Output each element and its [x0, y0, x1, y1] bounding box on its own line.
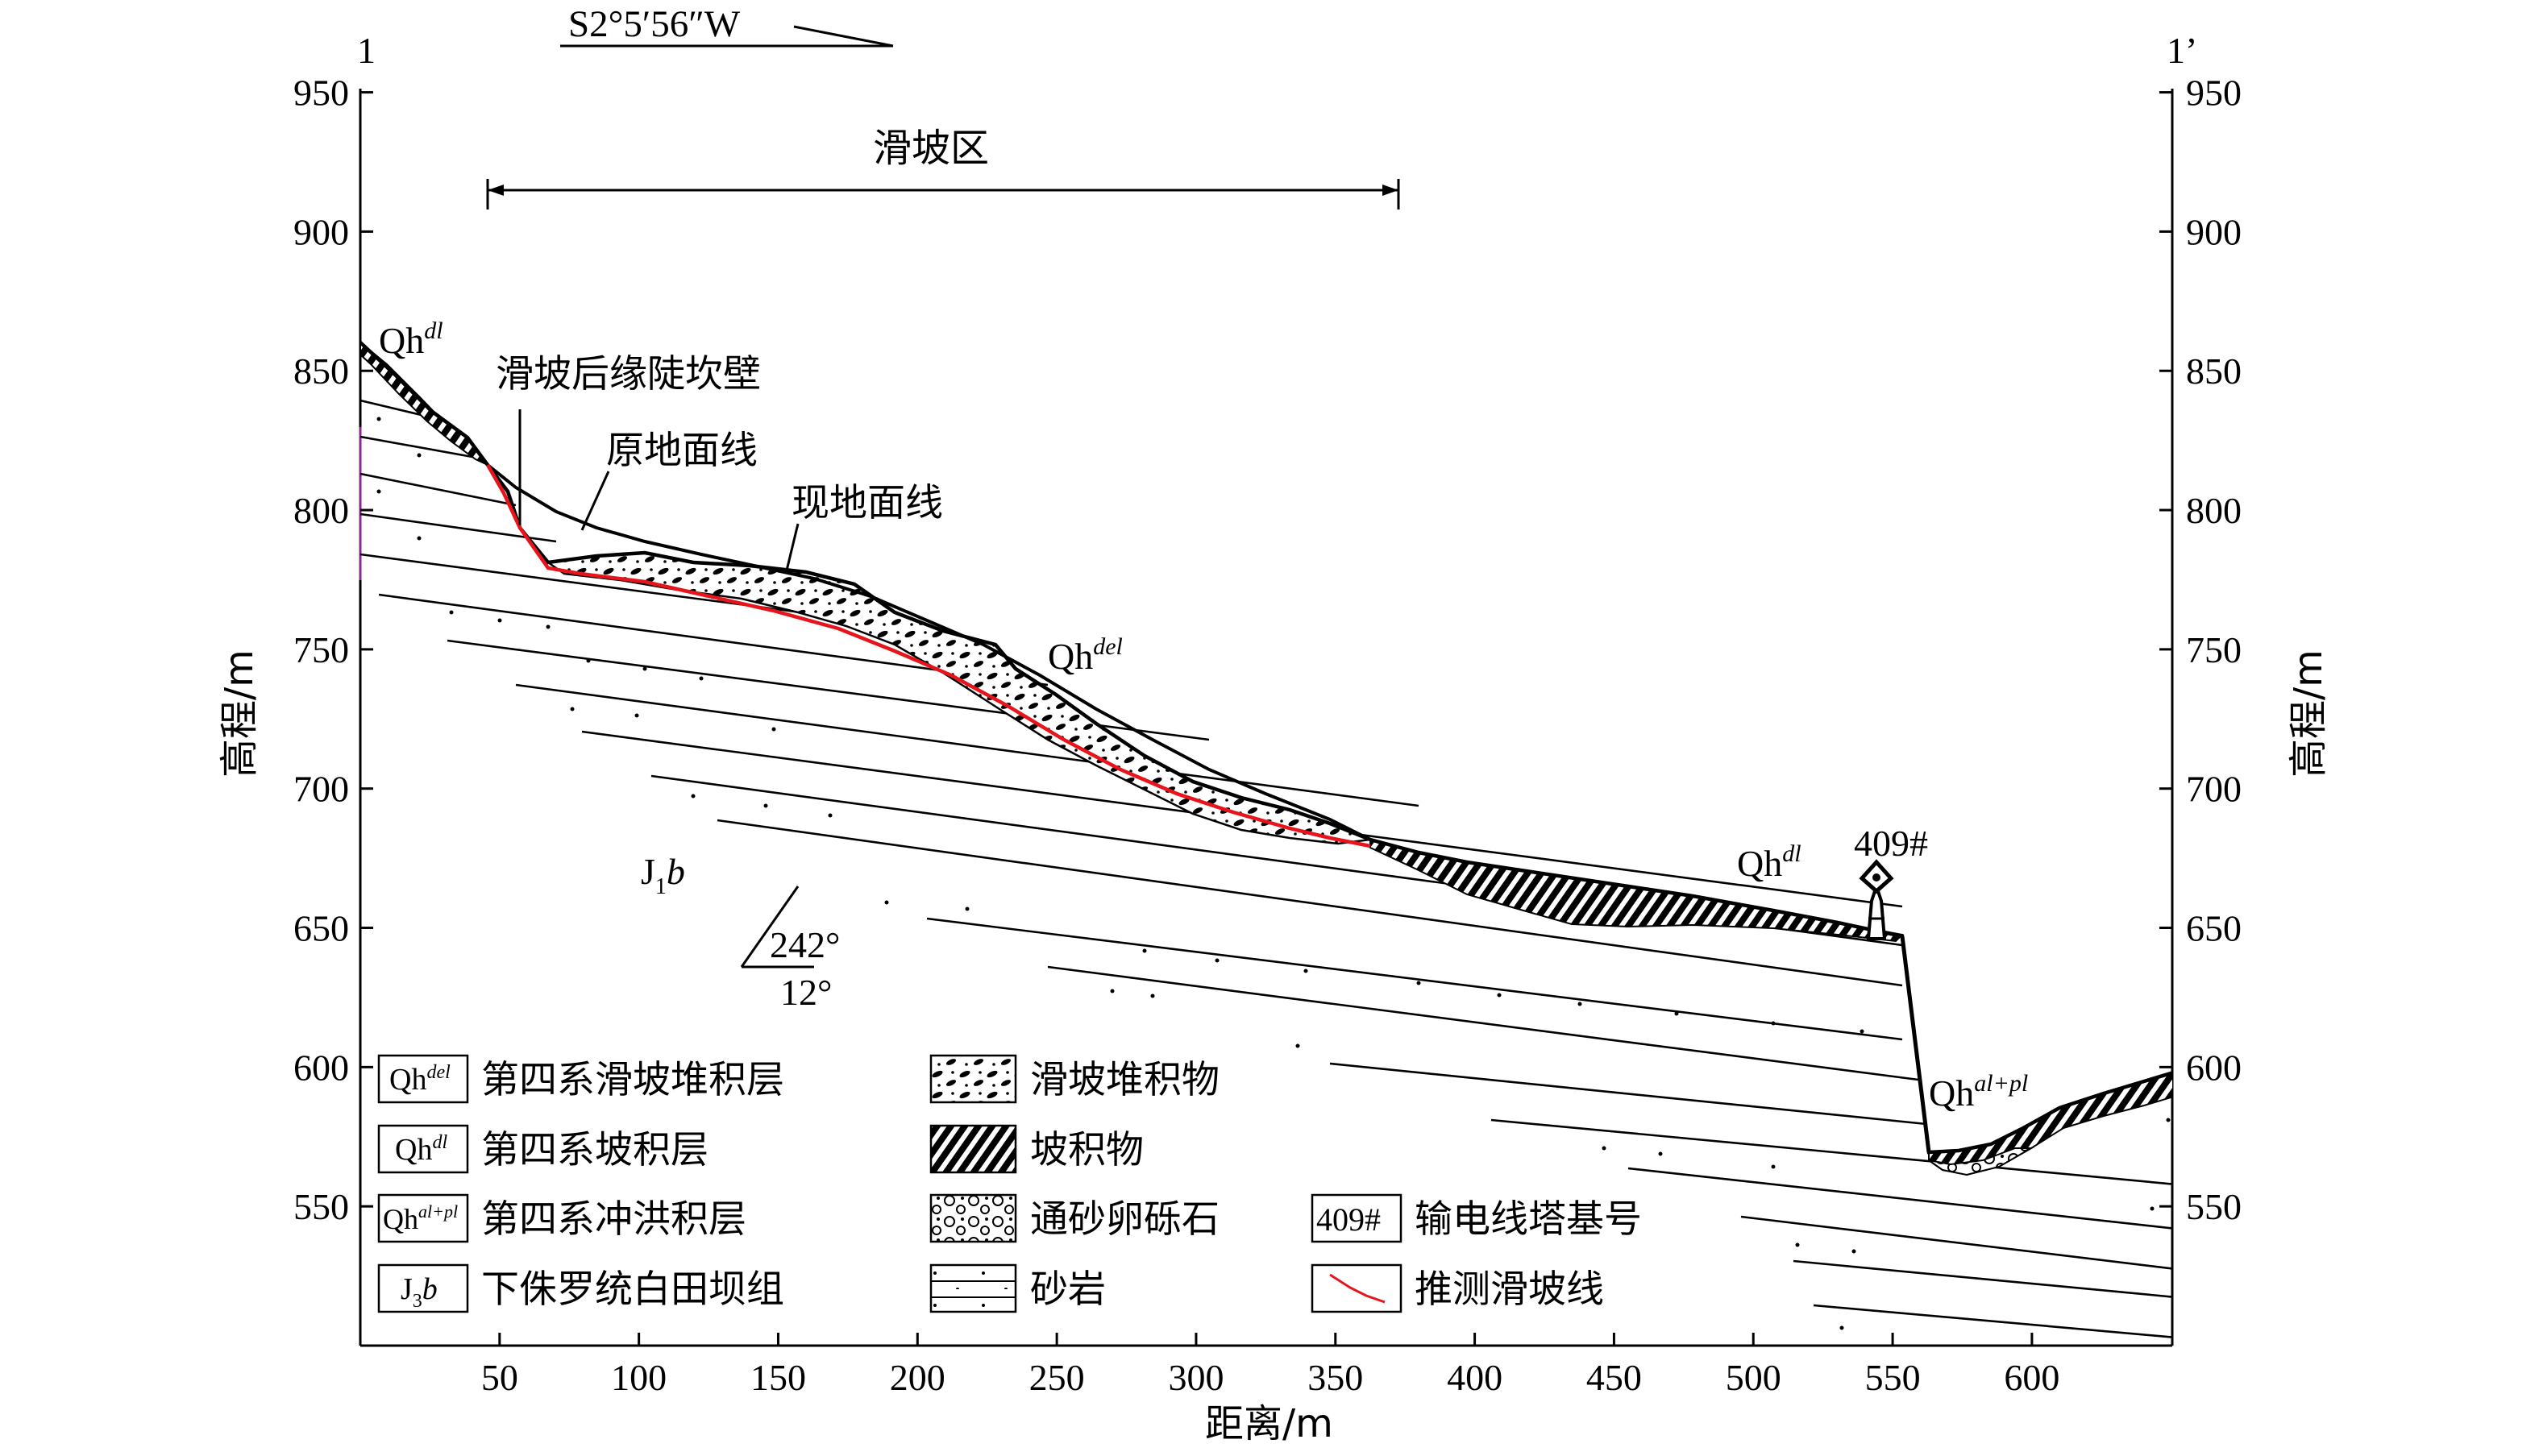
original-ground-line [486, 463, 1371, 841]
legend-label: 第四系滑坡堆积层 [481, 1058, 784, 1102]
svg-text:Qhdel: Qhdel [389, 1062, 451, 1097]
original-ground-pointer [580, 471, 610, 531]
y-tick-label-left: 750 [293, 629, 349, 670]
tower-icon [1859, 859, 1894, 940]
legend-label: 坡积物 [1030, 1128, 1144, 1172]
bearing-indicator: S2°5′56″W [560, 3, 894, 48]
legend-item-slip-line: 推测滑坡线 [1311, 1263, 1604, 1313]
legend-label: 输电线塔基号 [1415, 1197, 1642, 1242]
inferred-slip-line [486, 463, 1371, 848]
qh-del-label: Qhdel [1048, 633, 1123, 677]
legend: Qhdel 第四系滑坡堆积层 Qhdl 第四系坡积层 Qhal+pl 第四系冲洪… [377, 1054, 1642, 1313]
legend-item-qh-dl: Qhdl 第四系坡积层 [377, 1124, 709, 1174]
y-tick-label-left: 600 [293, 1047, 349, 1088]
y-tick-label-left: 800 [293, 490, 349, 531]
section-start-label: 1 [357, 30, 376, 71]
qh-dl-top-label: Qhdl [379, 317, 443, 361]
legend-item-gravel: 通砂卵砾石 [929, 1193, 1220, 1243]
y-tick-label-right: 900 [2186, 211, 2242, 252]
legend-item-landslide-deposit: 滑坡堆积物 [929, 1054, 1220, 1104]
axis-ticks: 50 100 150 200 250 300 350 400 450 500 550 600 950 95… [293, 73, 2242, 1398]
svg-text:Qhdl: Qhdl [395, 1132, 447, 1167]
y-tick-label-left: 700 [293, 769, 349, 810]
slope-deposit-lower [1369, 838, 1905, 943]
y-tick-label-right: 600 [2186, 1047, 2242, 1088]
legend-label: 第四系坡积层 [481, 1128, 709, 1172]
svg-text:J3b: J3b [401, 1272, 438, 1312]
y-tick-label-left: 850 [293, 351, 349, 392]
legend-label: 通砂卵砾石 [1030, 1197, 1220, 1242]
geology-body [359, 340, 2172, 1338]
x-tick-label: 150 [750, 1357, 806, 1398]
legend-label: 滑坡堆积物 [1030, 1058, 1220, 1102]
y-tick-label-left: 900 [293, 211, 349, 252]
x-tick-label: 300 [1168, 1357, 1224, 1398]
x-tick-label: 200 [890, 1357, 945, 1398]
x-tick-label: 50 [481, 1357, 518, 1398]
legend-item-qh-del: Qhdel 第四系滑坡堆积层 [377, 1054, 784, 1104]
legend-item-j3b: J3b 下侏罗统白田坝组 [377, 1263, 784, 1313]
svg-text:409#: 409# [1316, 1201, 1381, 1238]
x-tick-label: 100 [611, 1357, 667, 1398]
sandstone-dots [376, 417, 2171, 1330]
x-tick-label: 250 [1029, 1357, 1085, 1398]
section-end-label: 1’ [2167, 30, 2197, 71]
x-tick-label: 500 [1726, 1357, 1781, 1398]
y-axis-label-left: 高程/m [217, 649, 262, 778]
y-tick-label-right: 750 [2186, 629, 2242, 670]
slide-zone-bracket: 滑坡区 [486, 126, 1400, 209]
y-tick-label-left: 950 [293, 73, 349, 114]
tower-label: 409# [1854, 823, 1928, 864]
x-tick-label: 350 [1307, 1357, 1363, 1398]
qh-dl-tower-label: Qhdl [1737, 840, 1801, 884]
x-tick-label: 400 [1447, 1357, 1502, 1398]
dip-angle-label: 12° [780, 972, 832, 1013]
legend-item-tower: 409# 输电线塔基号 [1311, 1193, 1642, 1243]
plot-frame [359, 89, 2174, 1347]
x-tick-label: 550 [1865, 1357, 1921, 1398]
current-ground-line [359, 341, 2172, 1155]
y-tick-label-right: 850 [2186, 351, 2242, 392]
bearing-label: S2°5′56″W [568, 3, 741, 45]
y-tick-label-right: 950 [2186, 73, 2242, 114]
dip-symbol: 242° 12° [740, 886, 840, 1013]
dip-direction-label: 242° [770, 924, 840, 965]
legend-label: 砂岩 [1030, 1267, 1106, 1312]
scarp-label: 滑坡后缘陡坎壁 [496, 352, 761, 396]
legend-label: 推测滑坡线 [1415, 1267, 1604, 1312]
y-tick-label-right: 650 [2186, 908, 2242, 949]
qh-alpl-label: Qhal+pl [1929, 1070, 2028, 1114]
legend-item-slope-deposit: 坡积物 [929, 1124, 1144, 1174]
y-tick-label-left: 550 [293, 1186, 349, 1227]
legend-item-qh-alpl: Qhal+pl 第四系冲洪积层 [377, 1193, 746, 1243]
y-tick-label-right: 550 [2186, 1186, 2242, 1227]
formation-label: J1b [641, 851, 685, 899]
legend-label: 下侏罗统白田坝组 [481, 1267, 784, 1312]
x-tick-label: 450 [1586, 1357, 1642, 1398]
y-tick-label-right: 800 [2186, 490, 2242, 531]
alluvium-gravel [1928, 1147, 2034, 1176]
original-ground-label: 原地面线 [606, 429, 758, 473]
svg-text:Qhal+pl: Qhal+pl [383, 1201, 458, 1235]
slide-zone-label: 滑坡区 [873, 126, 989, 171]
y-tick-label-left: 650 [293, 908, 349, 949]
legend-label: 第四系冲洪积层 [481, 1197, 746, 1242]
current-ground-label: 现地面线 [792, 481, 943, 525]
x-tick-label: 600 [2004, 1357, 2059, 1398]
x-axis-label: 距离/m [1205, 1401, 1333, 1446]
legend-item-sandstone: 砂岩 [929, 1263, 1106, 1313]
y-tick-label-right: 700 [2186, 769, 2242, 810]
y-axis-label-right: 高程/m [2286, 649, 2331, 778]
current-ground-pointer [784, 523, 800, 575]
